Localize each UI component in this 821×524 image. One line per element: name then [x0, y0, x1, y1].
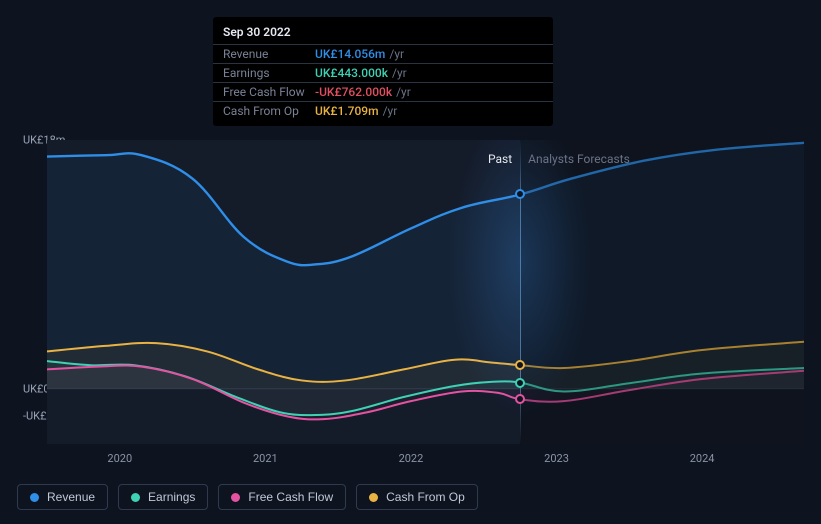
legend-label: Revenue	[47, 490, 95, 504]
legend-swatch	[30, 493, 39, 502]
y-axis-label: UK£0	[23, 382, 50, 395]
tooltip-row-unit: /yr	[396, 85, 411, 99]
tooltip-row: Free Cash Flow-UK£762.000k/yr	[213, 82, 553, 101]
tooltip-date: Sep 30 2022	[213, 23, 553, 44]
legend-item-earnings[interactable]: Earnings	[118, 484, 208, 510]
series-marker-earnings	[515, 378, 525, 388]
tooltip-row-label: Revenue	[223, 47, 315, 61]
tooltip-row-value: UK£14.056m	[315, 47, 385, 61]
x-axis-tick: 2020	[107, 452, 132, 465]
legend-item-cash_from_op[interactable]: Cash From Op	[356, 484, 478, 510]
tooltip-row-unit: /yr	[392, 66, 407, 80]
x-axis-tick: 2024	[690, 452, 715, 465]
earnings-revenue-chart: UK£18mUK£0-UK£2m Past Analysts Forecasts…	[17, 118, 804, 506]
legend-item-revenue[interactable]: Revenue	[17, 484, 108, 510]
tooltip-row-value: -UK£762.000k	[315, 85, 392, 99]
tooltip-row-unit: /yr	[389, 47, 404, 61]
x-axis-tick: 2023	[544, 452, 569, 465]
series-marker-cash_from_op	[515, 360, 525, 370]
zone-label-forecast: Analysts Forecasts	[528, 152, 630, 166]
series-marker-revenue	[515, 189, 525, 199]
tooltip-row: EarningsUK£443.000k/yr	[213, 63, 553, 82]
x-axis: 2020 2021 2022 2023 2024	[47, 452, 804, 468]
tooltip-row-value: UK£443.000k	[315, 66, 388, 80]
tooltip-row-label: Earnings	[223, 66, 315, 80]
legend-label: Free Cash Flow	[248, 490, 333, 504]
tooltip-row: RevenueUK£14.056m/yr	[213, 44, 553, 63]
legend-label: Cash From Op	[386, 490, 465, 504]
legend-item-fcf[interactable]: Free Cash Flow	[218, 484, 346, 510]
chart-legend: Revenue Earnings Free Cash Flow Cash From O…	[17, 484, 478, 510]
legend-label: Earnings	[148, 490, 195, 504]
plot-area[interactable]: Past Analysts Forecasts	[47, 140, 804, 444]
series-marker-fcf	[515, 394, 525, 404]
tooltip-row-label: Free Cash Flow	[223, 85, 315, 99]
legend-swatch	[369, 493, 378, 502]
legend-swatch	[231, 493, 240, 502]
forecast-shade	[520, 140, 804, 444]
x-axis-tick: 2021	[253, 452, 278, 465]
x-axis-tick: 2022	[399, 452, 424, 465]
chart-tooltip: Sep 30 2022 RevenueUK£14.056m/yrEarnings…	[213, 17, 553, 126]
zone-label-past: Past	[488, 152, 512, 166]
legend-swatch	[131, 493, 140, 502]
tooltip-row-value: UK£1.709m	[315, 104, 379, 118]
tooltip-row-label: Cash From Op	[223, 104, 315, 118]
tooltip-row-unit: /yr	[383, 104, 398, 118]
